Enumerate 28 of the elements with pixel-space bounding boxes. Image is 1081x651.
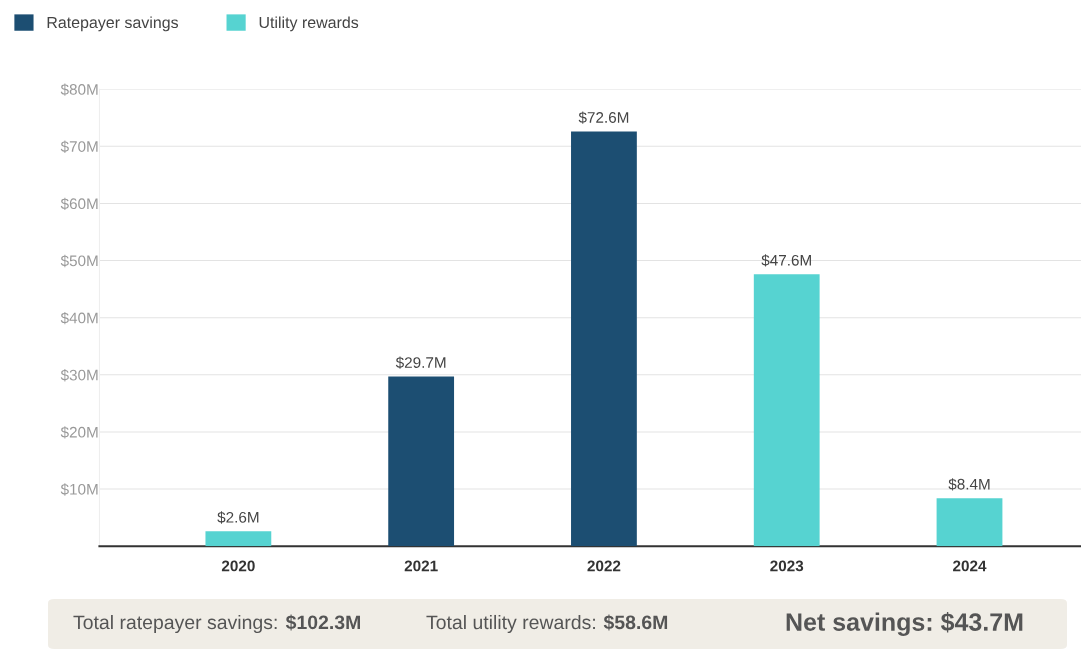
- bar: [753, 274, 820, 547]
- data-label: $29.7M: [395, 356, 446, 369]
- y-tick-label: $30M: [60, 369, 98, 382]
- x-tick-label: 2020: [221, 560, 255, 572]
- bar: [571, 131, 637, 547]
- x-tick-label: 2021: [404, 560, 438, 572]
- y-tick-label: $70M: [60, 140, 98, 153]
- y-tick-label: $80M: [60, 83, 98, 96]
- y-tick-label: $50M: [60, 254, 98, 268]
- data-label: $8.4M: [948, 478, 990, 491]
- text: Total ratepayer savings: $102.3M: [73, 614, 360, 634]
- x-tick-label: 2023: [770, 560, 804, 572]
- legend-label: Utility rewards: [259, 16, 359, 32]
- data-label: $2.6M: [217, 511, 259, 524]
- data-label: $72.6M: [578, 111, 629, 124]
- text: Total utility rewards: $58.6M: [426, 614, 668, 634]
- legend-label: Ratepayer savings: [47, 16, 179, 32]
- y-tick-label: $20M: [60, 426, 98, 439]
- y-tick-label: $10M: [60, 483, 98, 496]
- text: Net savings: $43.7M: [786, 612, 1023, 636]
- bar: [205, 531, 272, 547]
- y-tick-label: $60M: [60, 197, 98, 211]
- bar: [936, 498, 1003, 547]
- x-tick-label: 2022: [587, 560, 621, 572]
- bar: [388, 376, 455, 547]
- x-tick-label: 2024: [953, 560, 987, 572]
- data-label: $47.6M: [761, 254, 811, 267]
- y-tick-label: $40M: [60, 311, 98, 325]
